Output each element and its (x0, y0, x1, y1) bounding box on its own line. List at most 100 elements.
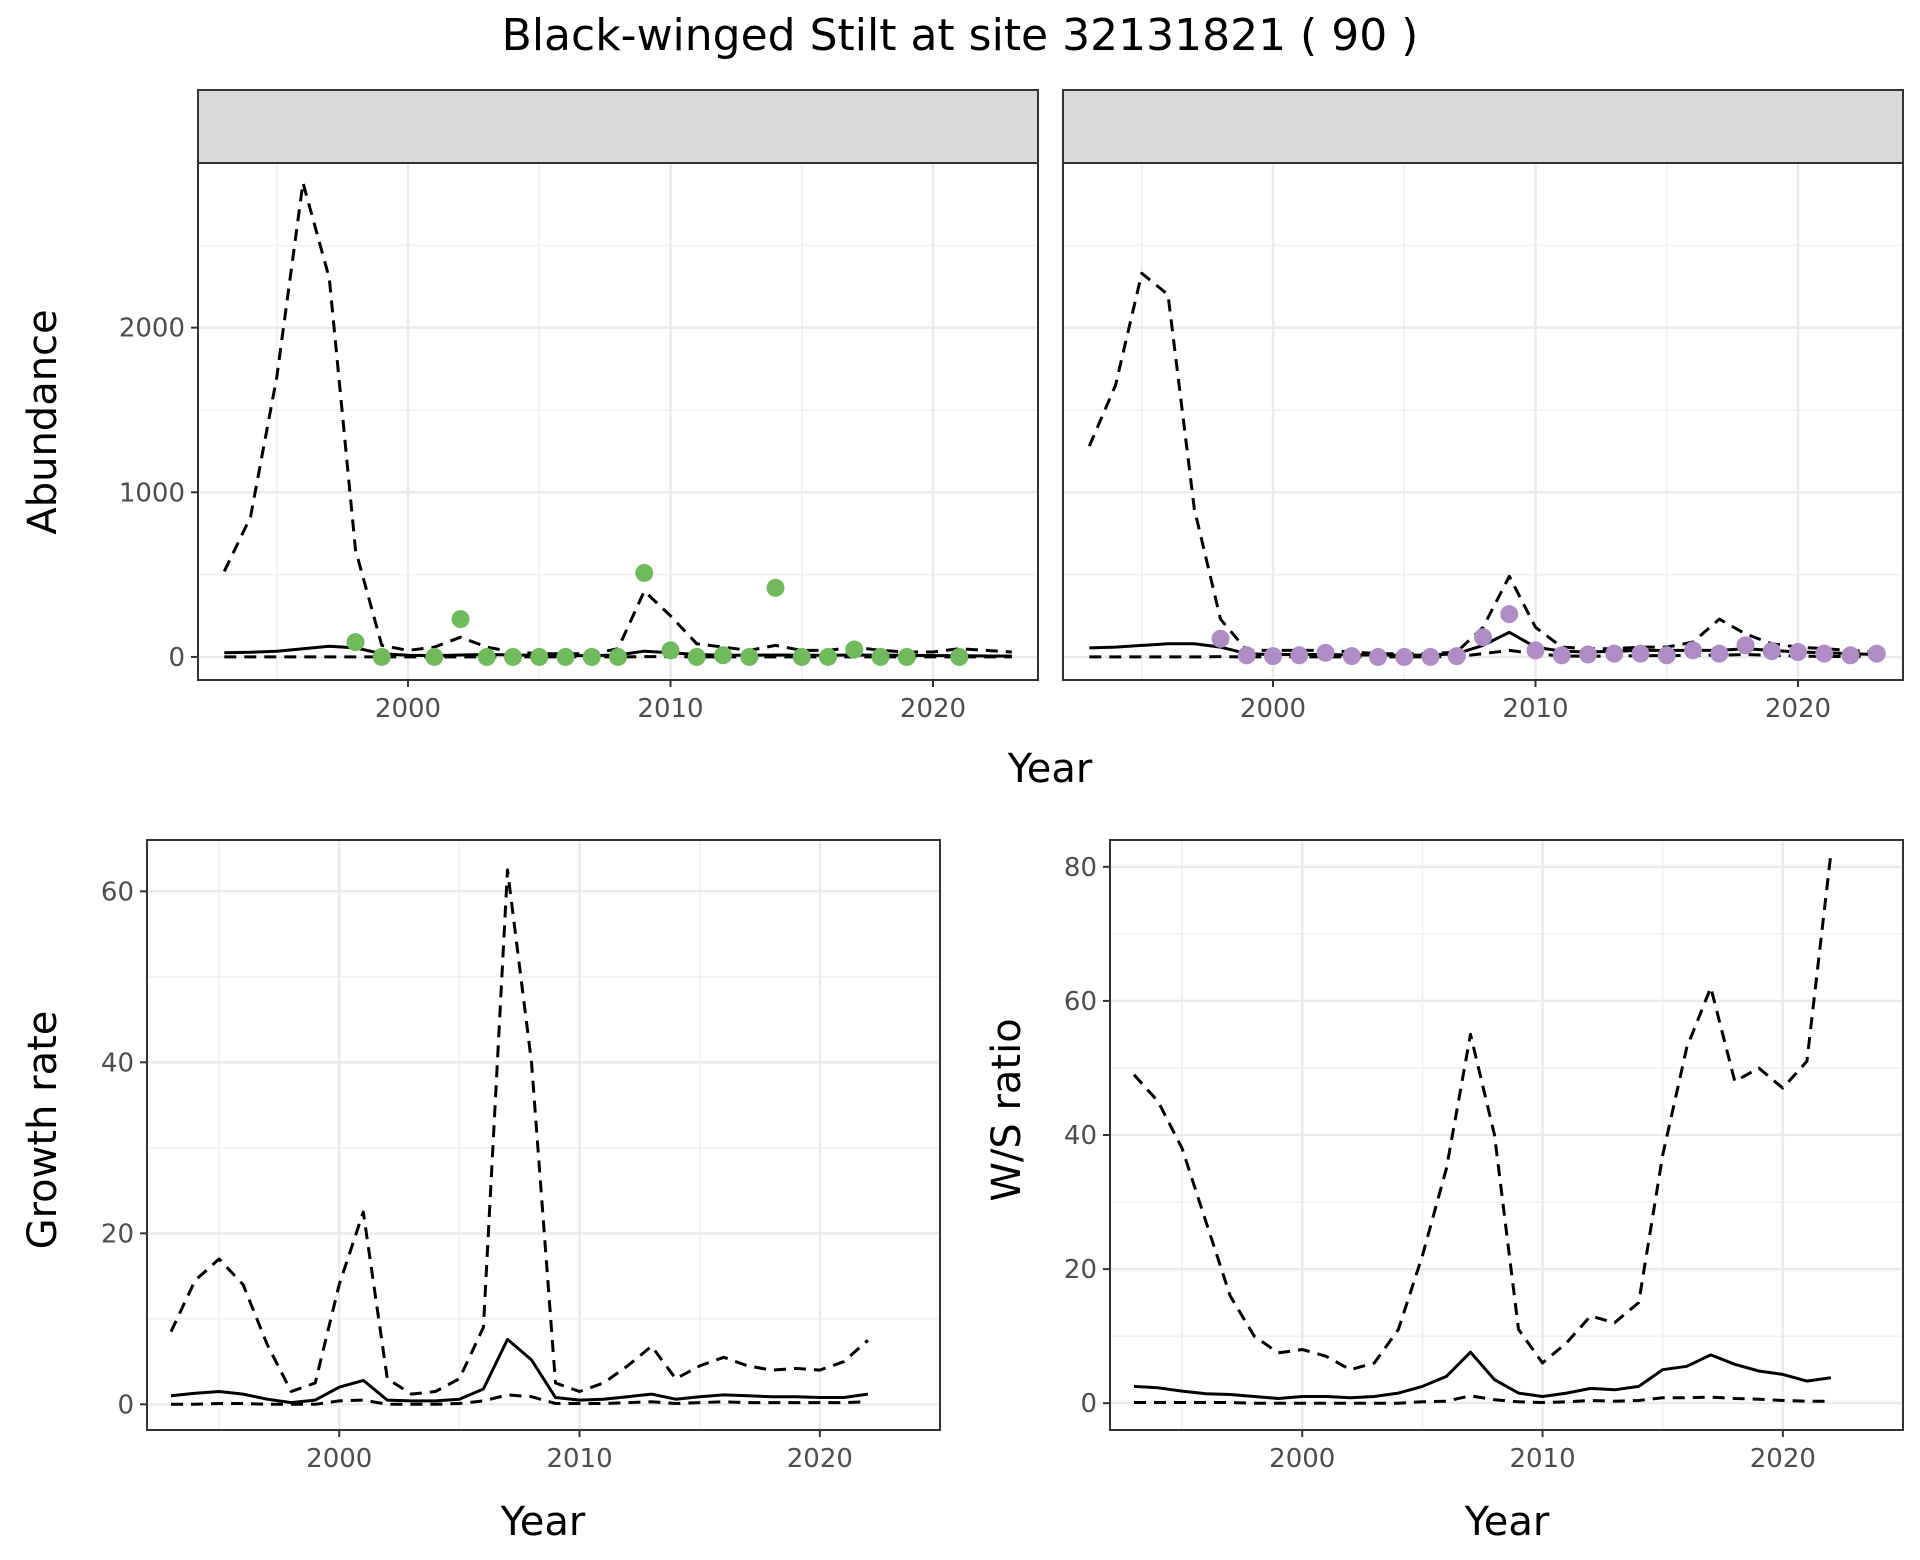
data-point (1342, 647, 1361, 666)
y-tick-label: 40 (1064, 1121, 1097, 1151)
x-tick-label: 2000 (306, 1444, 372, 1474)
panel-border (197, 162, 1039, 681)
data-point (582, 647, 601, 666)
data-point (609, 647, 627, 666)
top-y-axis-title: Abundance (20, 309, 66, 534)
series-line-dashed-1 (1087, 271, 1877, 656)
data-point (1815, 644, 1834, 663)
y-tick-label: 20 (1064, 1255, 1097, 1285)
x-tick-label: 2020 (1750, 1444, 1816, 1474)
figure-title: Black-winged Stilt at site 32131821 ( 90… (502, 10, 1419, 61)
y-tick-label: 60 (1064, 987, 1097, 1017)
x-tick-label: 2020 (1765, 694, 1831, 724)
data-point (1264, 647, 1282, 666)
data-point (1605, 644, 1624, 663)
data-point (950, 647, 969, 666)
ws-ratio-panel: 2000 2010 2020 0 20 40 60 80 (1064, 839, 1904, 1474)
data-point (477, 647, 496, 666)
data-point (451, 610, 470, 629)
data-point (530, 647, 549, 666)
x-tick-label: 2010 (637, 694, 703, 724)
growth-x-axis-title: Year (500, 1499, 586, 1545)
series-line-solid-0 (1133, 1350, 1832, 1400)
y-tick-label: 0 (168, 643, 185, 673)
series-line-dashed-2 (1134, 1394, 1831, 1405)
data-point (1841, 646, 1860, 665)
data-point (1867, 644, 1886, 663)
x-tick-label: 2000 (1240, 694, 1306, 724)
data-point (1657, 646, 1676, 665)
x-tick-label: 2020 (787, 1444, 853, 1474)
data-point (1369, 647, 1387, 666)
data-point (346, 633, 365, 652)
summer-abundance-panel: 2000 2010 2020 0 1000 2000 (119, 89, 1039, 724)
data-point (1290, 646, 1309, 665)
data-point (871, 647, 890, 666)
data-point (635, 563, 654, 582)
y-tick-label: 80 (1064, 853, 1097, 883)
x-tick-label: 2000 (1269, 1444, 1335, 1474)
data-point (425, 647, 444, 666)
x-tick-label: 2000 (375, 694, 441, 724)
y-tick-label: 0 (1080, 1389, 1097, 1419)
x-tick-label: 2010 (546, 1444, 612, 1474)
data-point (372, 647, 391, 666)
data-point (1710, 644, 1729, 663)
data-point (1762, 642, 1781, 661)
data-point (766, 578, 785, 597)
x-tick-label: 2010 (1502, 694, 1568, 724)
data-point (1474, 628, 1492, 647)
top-x-axis-title: Year (1007, 746, 1093, 792)
y-tick-label: 1000 (119, 478, 185, 508)
data-point (1579, 645, 1597, 664)
data-point (1736, 636, 1755, 655)
facet-strip (1062, 89, 1904, 164)
data-point (1552, 646, 1571, 665)
ratio-y-axis-title: W/S ratio (984, 1018, 1030, 1201)
ratio-x-axis-title: Year (1464, 1499, 1550, 1545)
data-point (661, 641, 680, 660)
y-tick-label: 60 (101, 877, 134, 907)
data-point (1684, 641, 1702, 660)
data-point (1789, 643, 1807, 662)
data-point (845, 640, 864, 659)
data-point (1211, 629, 1230, 648)
data-point (1447, 647, 1466, 666)
series-line-dashed-2 (1089, 648, 1877, 659)
winter-abundance-panel: 2000 2010 2020 (1062, 89, 1904, 724)
data-point (1237, 646, 1256, 665)
data-point (1526, 641, 1545, 660)
y-tick-label: 2000 (119, 314, 185, 344)
plot-area (147, 840, 940, 1430)
data-point (1631, 644, 1650, 663)
plot-area (1063, 163, 1903, 680)
panel-border (1062, 162, 1904, 681)
data-point (687, 647, 706, 666)
data-point (556, 647, 575, 666)
data-point (1421, 647, 1440, 666)
data-point (740, 647, 759, 666)
data-point (1316, 643, 1335, 662)
x-tick-label: 2020 (900, 694, 966, 724)
series-line-dashed-1 (169, 868, 869, 1396)
data-point (1395, 647, 1414, 666)
y-tick-label: 40 (101, 1048, 134, 1078)
series-line-dashed-1 (1132, 853, 1833, 1372)
data-point (714, 646, 732, 665)
facet-strip (197, 89, 1039, 164)
data-point (897, 647, 916, 666)
y-tick-label: 20 (101, 1219, 134, 1249)
data-point (1500, 605, 1519, 624)
panel-border (146, 839, 941, 1431)
series-line-solid-0 (170, 1337, 869, 1405)
x-tick-label: 2010 (1509, 1444, 1575, 1474)
growth-rate-panel: 2000 2010 2020 0 20 40 60 (101, 839, 941, 1474)
y-tick-label: 0 (117, 1390, 134, 1420)
series-line-dashed-2 (171, 1393, 868, 1406)
growth-y-axis-title: Growth rate (20, 1011, 66, 1250)
data-point (792, 647, 811, 666)
plot-area (198, 163, 1038, 680)
data-point (819, 647, 837, 666)
data-point (504, 647, 522, 666)
